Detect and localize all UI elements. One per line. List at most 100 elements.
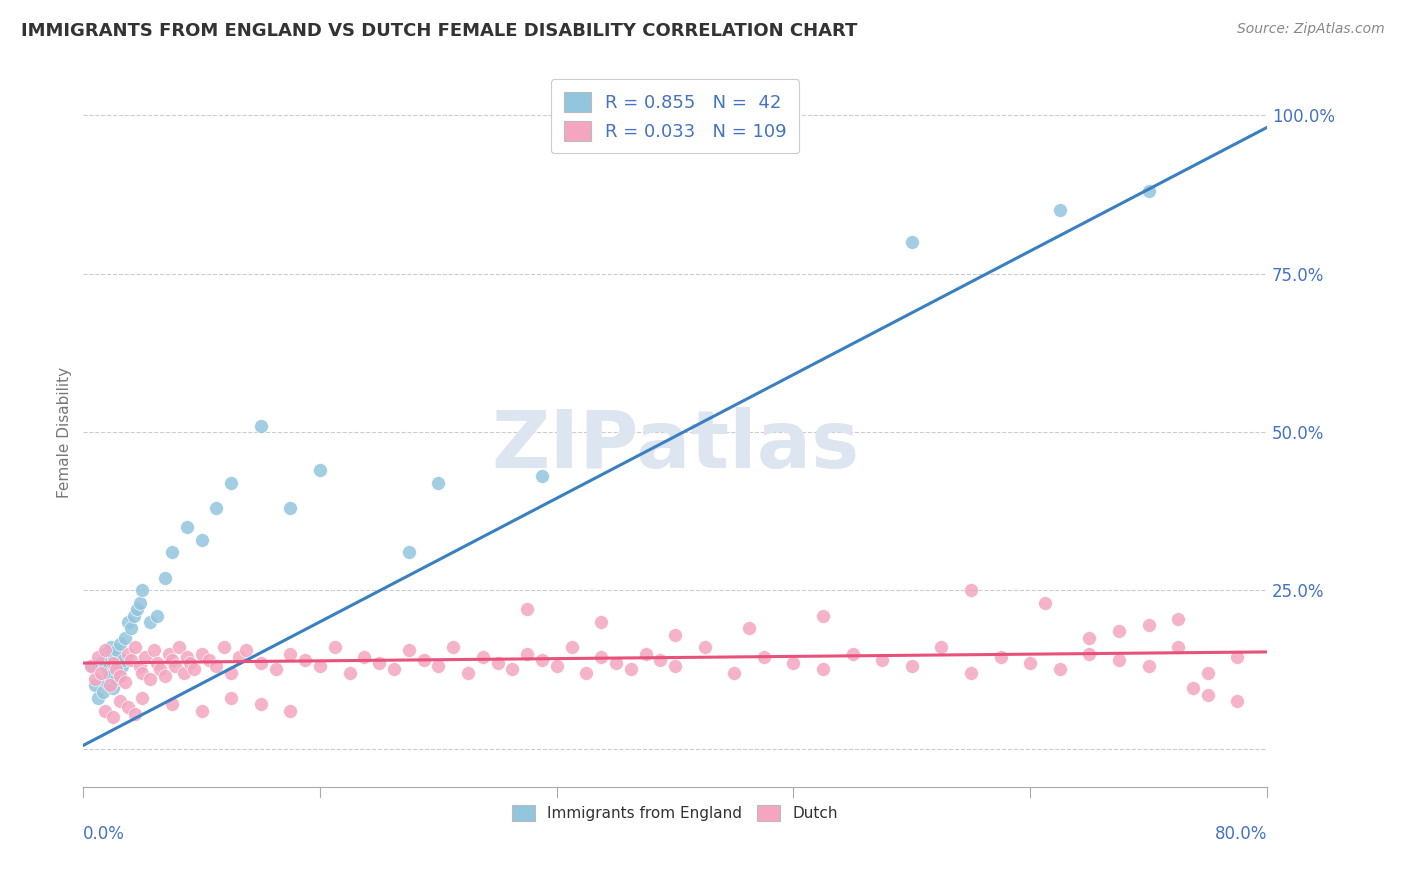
Point — [1033, 596, 1056, 610]
Point — [149, 662, 172, 676]
Point — [901, 659, 924, 673]
Point — [111, 659, 134, 673]
Point — [427, 475, 450, 490]
Point — [205, 500, 228, 515]
Point — [412, 653, 434, 667]
Point — [190, 533, 212, 547]
Point — [101, 681, 124, 696]
Point — [339, 665, 361, 680]
Point — [901, 235, 924, 249]
Point — [664, 659, 686, 673]
Point — [153, 571, 176, 585]
Point — [114, 631, 136, 645]
Point — [398, 643, 420, 657]
Y-axis label: Female Disability: Female Disability — [58, 367, 72, 498]
Text: 0.0%: 0.0% — [83, 824, 125, 843]
Point — [1167, 612, 1189, 626]
Point — [280, 704, 302, 718]
Point — [782, 656, 804, 670]
Point — [128, 659, 150, 673]
Point — [693, 640, 716, 655]
Point — [110, 694, 132, 708]
Point — [125, 602, 148, 616]
Point — [84, 672, 107, 686]
Point — [960, 583, 983, 598]
Point — [280, 647, 302, 661]
Point — [94, 647, 117, 661]
Point — [190, 647, 212, 661]
Point — [398, 545, 420, 559]
Point — [139, 672, 162, 686]
Point — [117, 700, 139, 714]
Point — [353, 649, 375, 664]
Point — [103, 649, 125, 664]
Text: IMMIGRANTS FROM ENGLAND VS DUTCH FEMALE DISABILITY CORRELATION CHART: IMMIGRANTS FROM ENGLAND VS DUTCH FEMALE … — [21, 22, 858, 40]
Point — [124, 706, 146, 721]
Point — [146, 608, 169, 623]
Point — [107, 665, 129, 680]
Point — [128, 596, 150, 610]
Point — [84, 678, 107, 692]
Text: Source: ZipAtlas.com: Source: ZipAtlas.com — [1237, 22, 1385, 37]
Point — [1049, 662, 1071, 676]
Point — [169, 640, 191, 655]
Point — [219, 690, 242, 705]
Point — [198, 653, 221, 667]
Point — [664, 627, 686, 641]
Point — [160, 697, 183, 711]
Point — [104, 672, 127, 686]
Point — [157, 647, 180, 661]
Point — [120, 621, 142, 635]
Point — [990, 649, 1012, 664]
Point — [605, 656, 627, 670]
Point — [960, 665, 983, 680]
Point — [139, 615, 162, 629]
Point — [179, 656, 201, 670]
Point — [250, 656, 273, 670]
Point — [1049, 203, 1071, 218]
Point — [112, 653, 135, 667]
Point — [80, 659, 103, 673]
Point — [457, 665, 479, 680]
Point — [134, 649, 156, 664]
Point — [870, 653, 893, 667]
Point — [280, 500, 302, 515]
Point — [235, 643, 257, 657]
Point — [382, 662, 405, 676]
Point — [546, 659, 568, 673]
Point — [110, 669, 132, 683]
Point — [131, 665, 153, 680]
Point — [96, 675, 118, 690]
Point — [1137, 618, 1160, 632]
Point — [368, 656, 391, 670]
Point — [591, 615, 613, 629]
Point — [110, 637, 132, 651]
Point — [100, 640, 122, 655]
Point — [219, 475, 242, 490]
Text: ZIPatlas: ZIPatlas — [491, 407, 859, 485]
Point — [153, 669, 176, 683]
Point — [94, 643, 117, 657]
Point — [90, 656, 112, 670]
Point — [516, 647, 538, 661]
Point — [931, 640, 953, 655]
Point — [1137, 185, 1160, 199]
Point — [143, 643, 166, 657]
Point — [323, 640, 346, 655]
Point — [183, 662, 205, 676]
Point — [176, 649, 198, 664]
Point — [80, 659, 103, 673]
Point — [228, 649, 250, 664]
Point — [650, 653, 672, 667]
Point — [1181, 681, 1204, 696]
Point — [91, 684, 114, 698]
Point — [1197, 688, 1219, 702]
Point — [591, 649, 613, 664]
Point — [219, 665, 242, 680]
Point — [1108, 653, 1130, 667]
Point — [117, 615, 139, 629]
Point — [146, 656, 169, 670]
Point — [250, 697, 273, 711]
Point — [101, 710, 124, 724]
Point — [250, 418, 273, 433]
